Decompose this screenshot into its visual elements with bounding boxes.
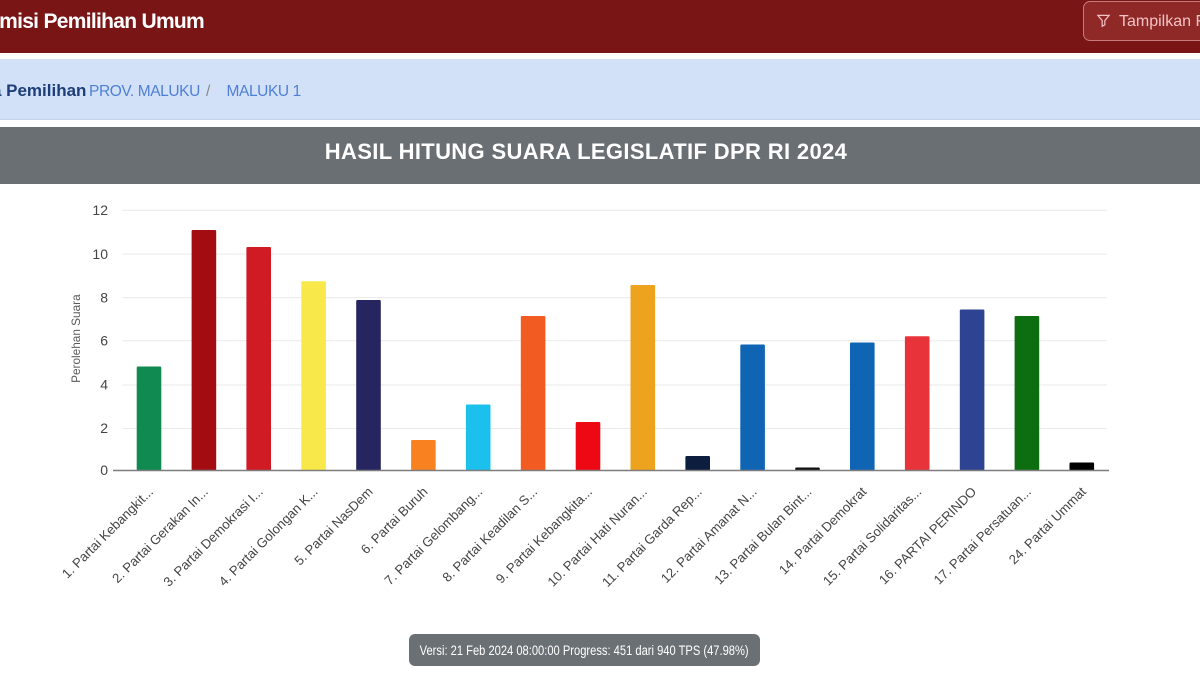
svg-text:12. Partai Amanat N...: 12. Partai Amanat N... bbox=[658, 484, 760, 586]
svg-text:4: 4 bbox=[100, 377, 108, 393]
svg-text:4. Partai Golongan K...: 4. Partai Golongan K... bbox=[216, 484, 321, 589]
svg-text:12: 12 bbox=[92, 202, 108, 218]
svg-text:13. Partai Bulan Bint...: 13. Partai Bulan Bint... bbox=[711, 484, 814, 587]
svg-text:0: 0 bbox=[100, 462, 108, 478]
svg-text:8: 8 bbox=[100, 289, 108, 305]
svg-text:3. Partai Demokrasi I...: 3. Partai Demokrasi I... bbox=[160, 484, 265, 589]
svg-text:9. Partai Kebangkita...: 9. Partai Kebangkita... bbox=[493, 484, 595, 586]
svg-text:2: 2 bbox=[100, 420, 108, 436]
svg-text:15. Partai Solidaritas...: 15. Partai Solidaritas... bbox=[820, 484, 924, 588]
svg-text:6: 6 bbox=[100, 332, 108, 348]
svg-text:10: 10 bbox=[92, 246, 108, 262]
svg-text:10. Partai Hati Nuran...: 10. Partai Hati Nuran... bbox=[544, 484, 649, 589]
svg-text:7. Partai Gelombang...: 7. Partai Gelombang... bbox=[381, 484, 485, 588]
svg-text:2. Partai Gerakan In...: 2. Partai Gerakan In... bbox=[109, 484, 211, 586]
svg-text:11. Partai Garda Rep...: 11. Partai Garda Rep... bbox=[599, 484, 705, 590]
svg-text:Perolehan Suara: Perolehan Suara bbox=[69, 294, 83, 383]
svg-text:1. Partai Kebangkit...: 1. Partai Kebangkit... bbox=[59, 484, 156, 581]
svg-text:17. Partai Persatuan...: 17. Partai Persatuan... bbox=[931, 484, 1034, 587]
svg-text:8. Partai Keadilan S...: 8. Partai Keadilan S... bbox=[439, 484, 540, 585]
svg-text:16. PARTAI PERINDO: 16. PARTAI PERINDO bbox=[876, 484, 979, 587]
